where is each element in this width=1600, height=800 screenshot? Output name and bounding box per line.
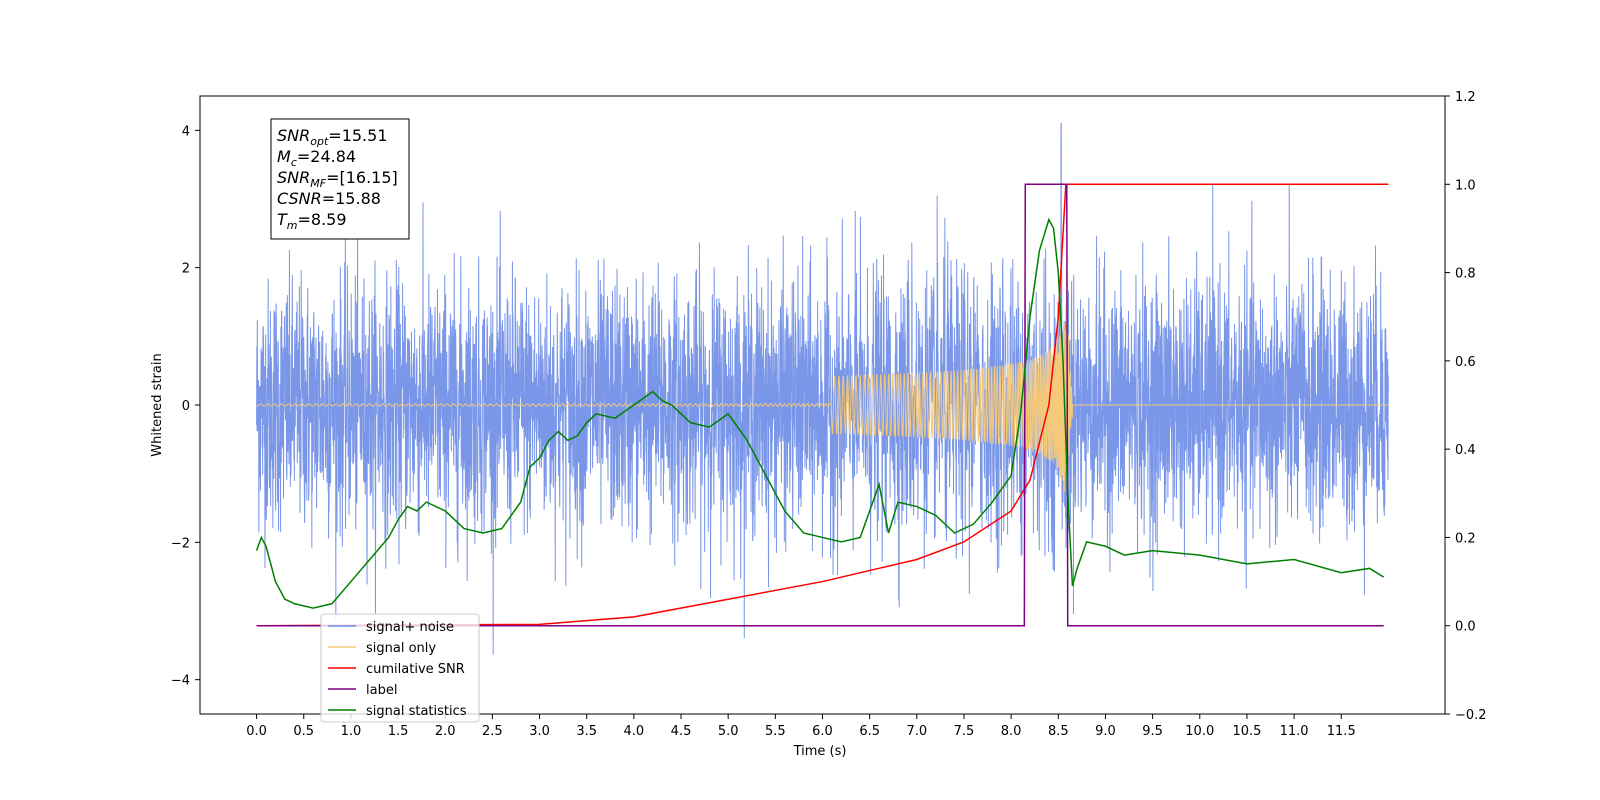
y-tick-label: 0 — [182, 399, 190, 414]
x-tick-label: 0.5 — [293, 724, 314, 739]
y2-tick-label: 0.2 — [1455, 531, 1476, 546]
x-tick-label: 2.0 — [435, 724, 456, 739]
x-tick-label: 3.5 — [576, 724, 597, 739]
annotation-line: SNRopt=15.51 — [277, 126, 388, 148]
y-axis-right: 1.2 1.0 0.8 0.6 0.4 0.2 0.0 −0.2 — [1445, 90, 1487, 723]
x-axis: 0.0 0.5 1.0 1.5 2.0 2.5 3.0 3.5 4.0 4.5 5.0 5.5 6.0 6… — [246, 714, 1356, 739]
x-tick-label: 10.5 — [1232, 724, 1261, 739]
x-tick-label: 0.0 — [246, 724, 267, 739]
y-tick-label: 2 — [182, 262, 190, 277]
y-axis-label: Whitened strain — [150, 353, 165, 456]
x-tick-label: 4.5 — [671, 724, 692, 739]
y-tick-label: −2 — [171, 536, 190, 551]
y2-tick-label: 0.4 — [1455, 443, 1476, 458]
x-tick-label: 5.0 — [718, 724, 739, 739]
legend: signal+ noise signal only cumilative SNR la… — [320, 613, 480, 723]
x-tick-label: 6.0 — [812, 724, 833, 739]
legend-entry: signal only — [366, 641, 436, 656]
series-cumulative-snr — [256, 183, 1389, 627]
x-tick-label: 11.0 — [1280, 724, 1309, 739]
annotation-line: SNRMF=[16.15] — [277, 168, 398, 190]
x-tick-label: 8.5 — [1048, 724, 1069, 739]
annotation-frame — [270, 118, 410, 240]
series-signal-statistics — [255, 217, 1385, 609]
x-tick-label: 11.5 — [1327, 724, 1356, 739]
x-tick-label: 6.5 — [859, 724, 880, 739]
x-tick-label: 5.5 — [765, 724, 786, 739]
x-tick-label: 9.5 — [1142, 724, 1163, 739]
series-signal-noise — [256, 122, 1389, 655]
x-tick-label: 10.0 — [1185, 724, 1214, 739]
series-label — [256, 183, 1384, 627]
x-tick-label: 7.5 — [954, 724, 975, 739]
x-tick-label: 8.0 — [1001, 724, 1022, 739]
y2-tick-label: 0.8 — [1455, 267, 1476, 282]
annotation-box: SNRopt=15.51Mc=24.84SNRMF=[16.15]CSNR=15… — [270, 118, 410, 240]
series-signal-only — [256, 274, 1389, 499]
y2-tick-label: 1.0 — [1455, 178, 1476, 193]
plot-area — [255, 122, 1389, 655]
y-tick-label: 4 — [182, 124, 190, 139]
y2-tick-label: −0.2 — [1455, 708, 1487, 723]
y2-tick-label: 0.6 — [1455, 355, 1476, 370]
annotation-line: Tm=8.59 — [277, 210, 347, 232]
legend-entry: cumilative SNR — [366, 662, 465, 677]
x-tick-label: 3.0 — [529, 724, 550, 739]
x-tick-label: 2.5 — [482, 724, 503, 739]
annotation-line: Mc=24.84 — [277, 147, 356, 169]
legend-entry: signal statistics — [366, 704, 467, 719]
x-tick-label: 7.0 — [906, 724, 927, 739]
x-tick-label: 1.5 — [388, 724, 409, 739]
legend-frame — [320, 613, 480, 723]
x-tick-label: 1.0 — [341, 724, 362, 739]
legend-entry: signal+ noise — [366, 620, 454, 635]
legend-entry: label — [366, 683, 397, 698]
x-tick-label: 4.0 — [624, 724, 645, 739]
y-tick-label: −4 — [171, 674, 190, 689]
y2-tick-label: 0.0 — [1455, 620, 1476, 635]
y-axis-left: 4 2 0 −2 −4 — [171, 124, 200, 689]
x-tick-label: 9.0 — [1095, 724, 1116, 739]
y2-tick-label: 1.2 — [1455, 90, 1476, 105]
x-axis-label: Time (s) — [793, 744, 847, 759]
annotation-line: CSNR=15.88 — [277, 189, 381, 208]
